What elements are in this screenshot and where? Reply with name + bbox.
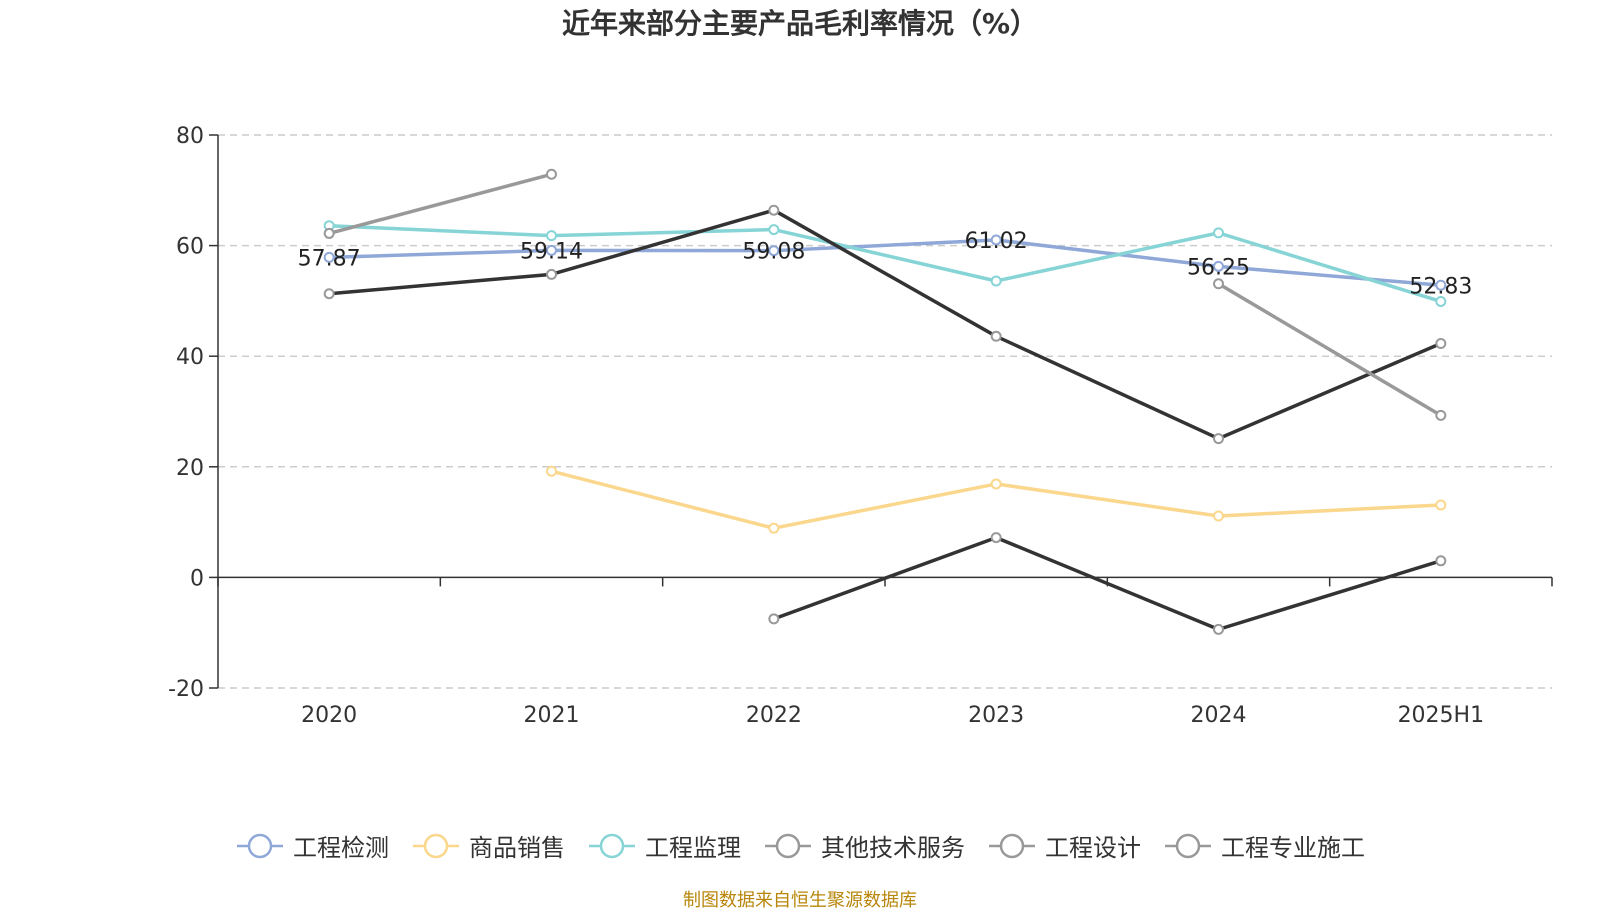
data-point bbox=[323, 288, 335, 300]
legend-label: 工程专业施工 bbox=[1221, 834, 1365, 862]
legend-line-circle-icon bbox=[1165, 833, 1211, 858]
data-point bbox=[768, 613, 780, 625]
legend-item[interactable]: 其他技术服务 bbox=[763, 828, 965, 863]
data-label: 57.87 bbox=[298, 246, 361, 271]
data-point bbox=[546, 230, 557, 242]
legend-label: 商品销售 bbox=[469, 834, 565, 862]
x-tick-label: 2023 bbox=[968, 703, 1024, 728]
data-point bbox=[1435, 279, 1447, 291]
data-point bbox=[546, 168, 557, 180]
data-point bbox=[768, 224, 780, 236]
series-line bbox=[328, 172, 552, 236]
data-point bbox=[990, 234, 1002, 246]
data-point bbox=[1213, 278, 1224, 290]
series-line bbox=[329, 223, 1442, 304]
data-point bbox=[768, 204, 780, 216]
y-tick-label: 60 bbox=[176, 235, 204, 260]
legend-label: 工程设计 bbox=[1045, 834, 1141, 862]
series-line bbox=[1217, 282, 1442, 417]
series-line bbox=[329, 238, 1441, 287]
data-label: 52.83 bbox=[1409, 274, 1472, 299]
data-point bbox=[768, 245, 780, 257]
data-point bbox=[990, 532, 1002, 544]
data-label: 61.02 bbox=[965, 229, 1028, 254]
data-label: 59.08 bbox=[742, 240, 805, 265]
legend-label: 工程检测 bbox=[293, 834, 389, 862]
y-tick-label: -20 bbox=[168, 677, 204, 702]
data-point bbox=[1213, 510, 1224, 522]
data-point bbox=[1213, 433, 1224, 445]
data-point bbox=[1435, 409, 1447, 421]
legend-line-circle-icon bbox=[413, 833, 459, 858]
y-tick-label: 40 bbox=[176, 345, 204, 370]
data-point bbox=[546, 465, 557, 477]
legend-item[interactable]: 商品销售 bbox=[411, 828, 565, 863]
chart-title: 近年来部分主要产品毛利率情况（%） bbox=[561, 7, 1039, 40]
y-tick-label: 0 bbox=[190, 566, 204, 591]
source-note: 制图数据来自恒生聚源数据库 bbox=[683, 890, 917, 911]
data-point bbox=[1213, 260, 1224, 272]
legend: 工程检测 商品销售 工程监理 其他技术服务 工程设计 工程专业施工 bbox=[0, 828, 1600, 863]
x-tick-label: 2024 bbox=[1191, 703, 1247, 728]
data-point bbox=[990, 330, 1002, 342]
data-point bbox=[1213, 623, 1224, 635]
y-tick-label: 80 bbox=[176, 124, 204, 149]
y-tick-label: 20 bbox=[176, 456, 204, 481]
data-point bbox=[1435, 337, 1447, 349]
legend-label: 其他技术服务 bbox=[821, 834, 965, 862]
x-tick-label: 2022 bbox=[746, 703, 802, 728]
data-label: 56.25 bbox=[1187, 255, 1250, 280]
x-tick-label: 2020 bbox=[301, 703, 357, 728]
x-tick-label: 2021 bbox=[524, 703, 580, 728]
data-point bbox=[546, 244, 557, 256]
legend-item[interactable]: 工程专业施工 bbox=[1163, 828, 1365, 863]
data-point bbox=[323, 251, 335, 263]
data-point bbox=[768, 522, 780, 534]
data-point bbox=[990, 275, 1002, 287]
legend-label: 工程监理 bbox=[645, 834, 741, 862]
data-point bbox=[546, 268, 557, 280]
data-point bbox=[1213, 227, 1224, 239]
x-tick-label: 2025H1 bbox=[1398, 703, 1485, 728]
series-line bbox=[329, 208, 1442, 441]
legend-line-circle-icon bbox=[989, 833, 1035, 858]
data-label: 59.14 bbox=[520, 239, 583, 264]
legend-line-circle-icon bbox=[765, 833, 811, 858]
legend-item[interactable]: 工程监理 bbox=[587, 828, 741, 863]
legend-line-circle-icon bbox=[237, 833, 283, 858]
legend-item[interactable]: 工程检测 bbox=[235, 828, 389, 863]
data-point bbox=[1435, 295, 1447, 307]
series-line bbox=[773, 535, 1442, 632]
data-point bbox=[1435, 555, 1447, 567]
legend-line-circle-icon bbox=[589, 833, 635, 858]
data-point bbox=[990, 478, 1002, 490]
data-point bbox=[323, 227, 335, 239]
legend-item[interactable]: 工程设计 bbox=[987, 828, 1141, 863]
data-point bbox=[1435, 499, 1447, 511]
